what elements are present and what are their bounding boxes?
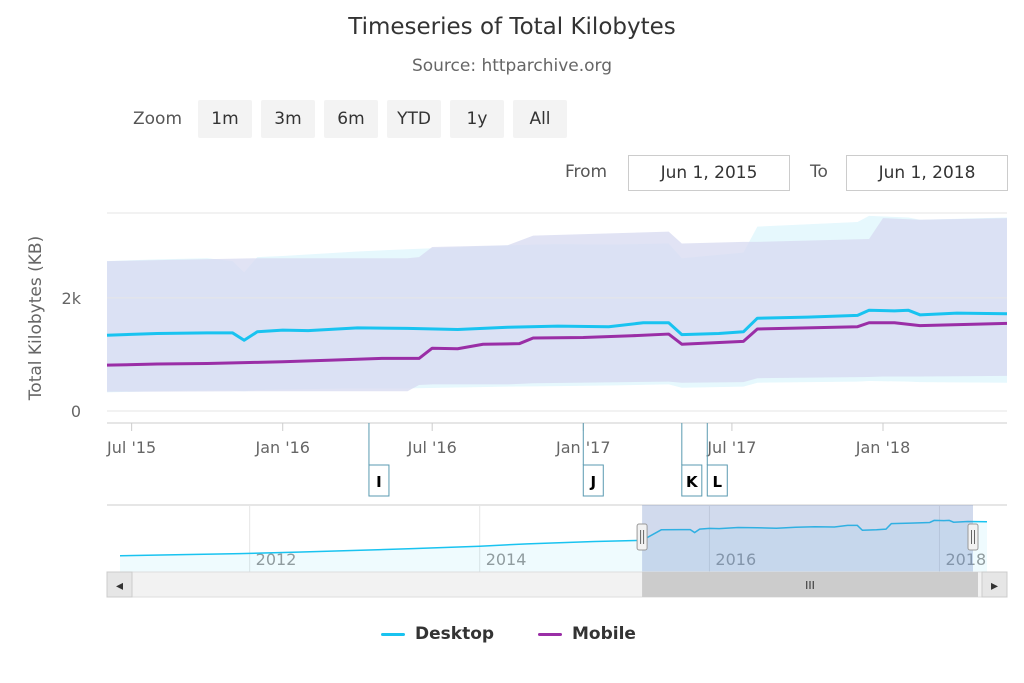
x-tick-label: Jan '16 <box>254 438 310 457</box>
navigator[interactable]: 2012 2014 2016 2018 <box>107 504 1007 572</box>
y-axis-label: Total Kilobytes (KB) <box>26 236 46 401</box>
range-band-mobile <box>107 218 1007 392</box>
flag-label: J <box>589 473 596 491</box>
y-tick-label: 0 <box>71 402 81 421</box>
navigator-area <box>120 520 987 572</box>
scrollbar-right-button[interactable] <box>981 571 1008 598</box>
flag-k[interactable] <box>681 464 703 497</box>
navigator-handle-left[interactable] <box>636 523 648 551</box>
legend-symbol-mobile <box>538 632 562 636</box>
x-tick-label: Jul '15 <box>106 438 156 457</box>
scroll-right-arrow-icon: ▸ <box>991 578 998 594</box>
grid-lines <box>107 212 1007 412</box>
scroll-left-arrow-icon: ◂ <box>116 578 123 594</box>
y-tick-label: 2k <box>62 289 82 308</box>
legend-symbol-desktop <box>381 632 405 636</box>
flag-i[interactable] <box>368 464 390 497</box>
series-bands <box>107 215 1007 393</box>
scrollbar-thumb[interactable] <box>642 572 978 597</box>
navigator-selection-mask[interactable] <box>642 505 973 572</box>
from-date-input[interactable]: Jun 1, 2015 <box>628 155 790 191</box>
navigator-handle-right[interactable] <box>967 523 979 551</box>
zoom-1y-button[interactable]: 1y <box>450 100 504 138</box>
navigator-background <box>107 505 1007 572</box>
zoom-3m-button[interactable]: 3m <box>261 100 315 138</box>
legend-item-desktop[interactable]: Desktop <box>381 624 494 644</box>
zoom-label: Zoom <box>133 109 183 129</box>
navigator-tick-label: 2018 <box>945 550 986 569</box>
flag-j[interactable] <box>582 464 604 497</box>
legend-label-desktop: Desktop <box>415 624 495 644</box>
series-lines <box>106 308 1008 367</box>
zoom-all-button[interactable]: All <box>513 100 567 138</box>
navigator-series-line <box>119 519 988 557</box>
x-tick-label: Jul '17 <box>706 438 756 457</box>
chart-subtitle: Source: httparchive.org <box>411 56 613 76</box>
series-line-desktop[interactable] <box>106 308 1008 342</box>
x-tick-label: Jan '18 <box>855 438 911 457</box>
chart-title: Timeseries of Total Kilobytes <box>348 14 676 40</box>
navigator-tick-label: 2014 <box>486 550 527 569</box>
scrollbar-left-button[interactable] <box>106 571 133 598</box>
to-label: To <box>810 162 828 182</box>
scrollbar[interactable]: III ◂ ▸ <box>106 571 1008 598</box>
zoom-ytd-button[interactable]: YTD <box>387 100 441 138</box>
scrollbar-grip: III <box>805 579 815 592</box>
from-label: From <box>565 162 608 182</box>
flag-label: L <box>712 473 722 491</box>
zoom-6m-button[interactable]: 6m <box>324 100 378 138</box>
legend-item-mobile[interactable]: Mobile <box>538 624 636 644</box>
zoom-1m-button[interactable]: 1m <box>198 100 252 138</box>
to-date-input[interactable]: Jun 1, 2018 <box>846 155 1008 191</box>
navigator-tick-label: 2012 <box>256 550 297 569</box>
flag-label: K <box>686 473 699 491</box>
legend-label-mobile: Mobile <box>572 624 636 644</box>
series-line-mobile[interactable] <box>106 321 1008 367</box>
flag-l[interactable] <box>706 464 728 497</box>
navigator-tick-label: 2016 <box>715 550 756 569</box>
x-tick-label: Jul '16 <box>407 438 457 457</box>
flag-label: I <box>376 473 382 491</box>
